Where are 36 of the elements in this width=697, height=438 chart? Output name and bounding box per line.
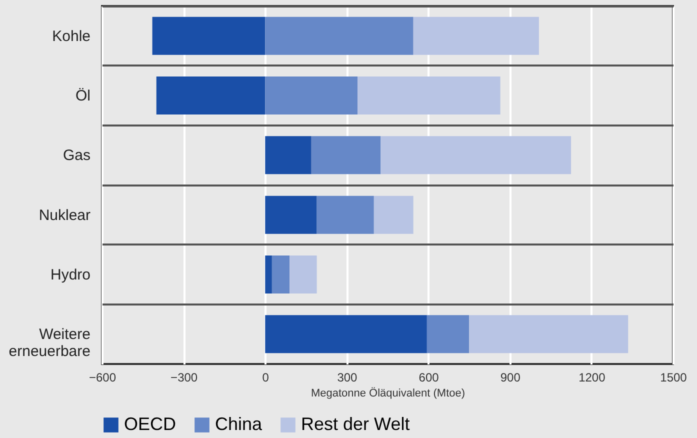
bar (290, 256, 317, 294)
legend-label: Rest der Welt (301, 414, 410, 434)
legend-label: OECD (124, 414, 176, 434)
bar (380, 136, 572, 174)
y-tick-label: Kohle (52, 28, 90, 45)
x-axis-title: Megatonne Öläquivalent (Mtoe) (310, 386, 466, 400)
x-tick-label: 300 (337, 370, 358, 384)
x-tick-label: 1500 (660, 370, 688, 384)
bar (358, 76, 500, 114)
y-tick-label: Nuklear (38, 206, 91, 224)
x-tick-label: 0 (262, 370, 270, 384)
bar (152, 16, 266, 55)
y-tick-label: Weitere erneuerbare (8, 326, 90, 360)
legend-label: China (215, 414, 264, 434)
bar (311, 136, 381, 174)
bar (374, 196, 414, 234)
bar (265, 136, 312, 174)
y-tick-label: Öl (76, 88, 90, 104)
y-tick-label: Hydro (50, 266, 90, 284)
y-tick-label: Gas (62, 147, 90, 164)
bar (413, 16, 539, 55)
bar (272, 256, 290, 294)
bar (265, 256, 272, 294)
x-tick-label: 900 (500, 370, 521, 384)
bar (265, 196, 317, 234)
bar (265, 16, 414, 55)
x-tick-label: −300 (170, 370, 198, 384)
bar (316, 196, 374, 234)
x-tick-label: 600 (418, 370, 440, 384)
bar (265, 315, 427, 354)
bar (156, 76, 266, 114)
bar (265, 76, 358, 114)
x-tick-label: 1200 (578, 370, 606, 384)
bar (426, 315, 470, 354)
x-tick-label: −600 (88, 370, 116, 384)
bar (469, 315, 628, 354)
